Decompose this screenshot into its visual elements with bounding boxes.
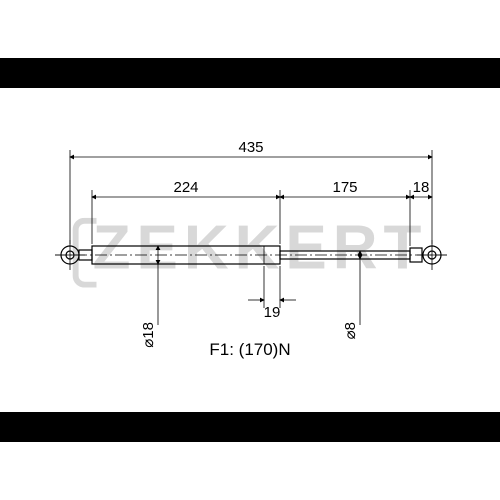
gas-spring-part bbox=[55, 240, 447, 270]
dim-dia-body-value: ⌀18 bbox=[140, 322, 157, 348]
dim-small-value: 19 bbox=[264, 304, 281, 321]
dim-dia-rod: ⌀8 bbox=[342, 251, 360, 339]
dim-fitting-value: 18 bbox=[413, 179, 430, 196]
dim-dia-rod-value: ⌀8 bbox=[342, 322, 359, 339]
dim-overall-value: 435 bbox=[238, 139, 263, 156]
dim-body-length: 224 bbox=[92, 179, 280, 197]
technical-drawing: 435 224 175 18 19 ⌀18 ⌀8 F1: (170)N bbox=[0, 0, 500, 500]
dim-fitting: 18 bbox=[410, 179, 432, 197]
dim-dia-body: ⌀18 bbox=[140, 246, 158, 348]
extension-lines bbox=[70, 150, 432, 308]
dim-overall: 435 bbox=[70, 139, 432, 157]
dim-rod-value: 175 bbox=[332, 179, 357, 196]
force-caption: F1: (170)N bbox=[209, 340, 290, 359]
dim-small-segment: 19 bbox=[248, 300, 296, 321]
dim-rod-length: 175 bbox=[280, 179, 410, 197]
dim-body-value: 224 bbox=[173, 179, 198, 196]
